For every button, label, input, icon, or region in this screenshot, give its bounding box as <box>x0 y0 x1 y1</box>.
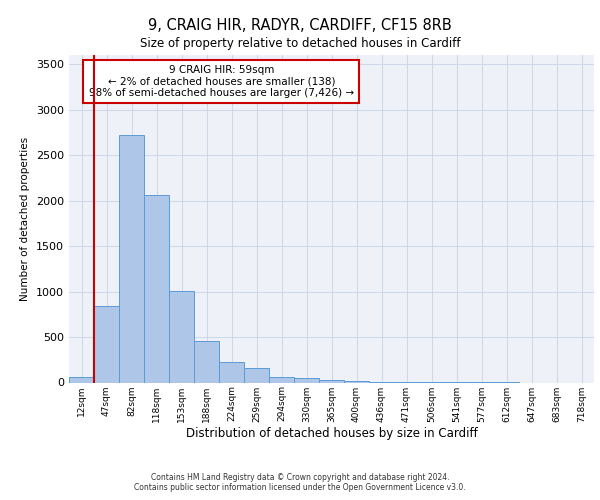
Bar <box>94 306 119 382</box>
Bar <box>344 380 369 382</box>
Bar <box>194 340 219 382</box>
Text: 9 CRAIG HIR: 59sqm
← 2% of detached houses are smaller (138)
98% of semi-detache: 9 CRAIG HIR: 59sqm ← 2% of detached hous… <box>89 65 354 98</box>
Bar <box>169 290 194 382</box>
Text: Contains HM Land Registry data © Crown copyright and database right 2024.
Contai: Contains HM Land Registry data © Crown c… <box>134 473 466 492</box>
Bar <box>119 135 144 382</box>
Bar <box>269 376 294 382</box>
Text: 9, CRAIG HIR, RADYR, CARDIFF, CF15 8RB: 9, CRAIG HIR, RADYR, CARDIFF, CF15 8RB <box>148 18 452 32</box>
Y-axis label: Number of detached properties: Number of detached properties <box>20 136 31 301</box>
Bar <box>319 380 344 382</box>
X-axis label: Distribution of detached houses by size in Cardiff: Distribution of detached houses by size … <box>185 427 478 440</box>
Bar <box>144 195 169 382</box>
Bar <box>294 378 319 382</box>
Bar <box>219 362 244 382</box>
Bar <box>244 368 269 382</box>
Text: Size of property relative to detached houses in Cardiff: Size of property relative to detached ho… <box>140 38 460 51</box>
Bar <box>69 378 94 382</box>
